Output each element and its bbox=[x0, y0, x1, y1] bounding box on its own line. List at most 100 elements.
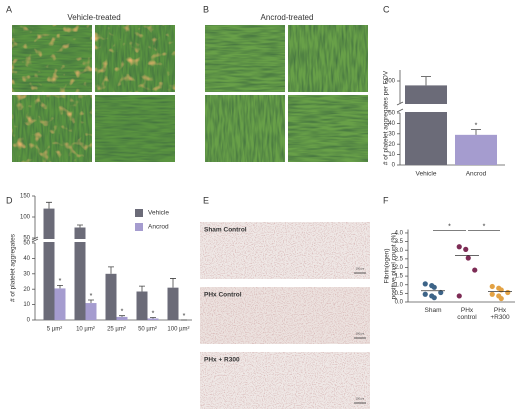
panel-label: A bbox=[6, 4, 12, 14]
dot bbox=[489, 291, 495, 297]
micrographs-b bbox=[205, 25, 368, 162]
dot bbox=[498, 295, 504, 302]
y-tick-label: 4.0 bbox=[395, 231, 404, 237]
significance: * bbox=[448, 223, 451, 230]
legend-label: Ancrod bbox=[148, 224, 169, 231]
y-tick-label: 1.5 bbox=[395, 274, 404, 280]
y-tick-label: 3.5 bbox=[395, 239, 404, 245]
y-tick-label: 2.5 bbox=[395, 256, 404, 262]
legend-swatch bbox=[135, 223, 143, 231]
significance: * bbox=[183, 313, 186, 320]
panel-label: E bbox=[203, 195, 209, 205]
y-tick-label: 20 bbox=[388, 142, 395, 148]
x-tick-label: Ancrod bbox=[466, 171, 487, 178]
bar bbox=[136, 291, 148, 320]
error-bar bbox=[150, 317, 156, 319]
error-bar bbox=[471, 129, 481, 135]
error-bar bbox=[57, 284, 63, 289]
x-tick-label: Sham bbox=[424, 307, 442, 314]
y-tick-label: 50 bbox=[23, 236, 30, 242]
y-axis-title: # of platelet aggregates bbox=[9, 234, 17, 302]
dot bbox=[431, 284, 437, 290]
y-axis-title: # of platelet aggregates per FOV bbox=[382, 70, 390, 166]
significance: * bbox=[121, 309, 124, 316]
dot bbox=[422, 291, 428, 297]
scale-bar-label: 100 µm bbox=[356, 268, 364, 271]
y-tick-label: 0 bbox=[27, 318, 31, 324]
dot bbox=[498, 287, 504, 293]
bar bbox=[54, 288, 66, 320]
y-tick-label: 30 bbox=[23, 271, 30, 277]
legend-label: Vehicle bbox=[148, 210, 169, 217]
y-tick-label: 2.0 bbox=[395, 265, 404, 271]
dot bbox=[431, 295, 437, 301]
y-tick-label: 50 bbox=[388, 111, 395, 117]
error-bar bbox=[108, 266, 114, 274]
bar bbox=[147, 318, 159, 320]
micrographs-a bbox=[12, 25, 175, 162]
dot bbox=[489, 283, 495, 290]
scale-bar-label: 100 µm bbox=[356, 333, 364, 336]
micrographs-e bbox=[200, 222, 370, 409]
x-tick-label: 5 µm² bbox=[47, 327, 62, 333]
y-tick-label: 150 bbox=[20, 194, 31, 200]
error-bar bbox=[421, 76, 431, 86]
y-tick-label: 100 bbox=[20, 215, 31, 221]
significance: * bbox=[90, 293, 93, 300]
x-tick-label: 100 µm² bbox=[167, 327, 189, 333]
y-tick-label: 3.0 bbox=[395, 248, 404, 254]
y-tick-label: 300 bbox=[385, 79, 396, 85]
y-tick-label: 50 bbox=[23, 241, 30, 247]
x-tick-label: 50 µm² bbox=[138, 327, 157, 333]
significance: * bbox=[483, 223, 486, 230]
y-tick-label: 20 bbox=[23, 287, 30, 293]
bar bbox=[405, 85, 447, 165]
y-tick-label: 0.0 bbox=[395, 300, 404, 306]
error-bar bbox=[170, 278, 176, 288]
dot bbox=[456, 293, 462, 299]
x-tick-label: PHx control bbox=[457, 307, 477, 322]
break-mark bbox=[396, 101, 404, 113]
axis-break bbox=[396, 104, 505, 112]
significance: * bbox=[152, 310, 155, 317]
dot bbox=[422, 281, 428, 287]
y-tick-label: 0 bbox=[392, 163, 396, 169]
y-tick-label: 40 bbox=[388, 121, 395, 127]
panel-label: B bbox=[203, 4, 209, 14]
bar bbox=[455, 134, 497, 165]
dot bbox=[463, 246, 469, 252]
axis-break bbox=[31, 239, 192, 242]
significance: * bbox=[59, 278, 62, 285]
dot bbox=[456, 244, 462, 250]
panel-label: C bbox=[383, 4, 390, 14]
bar bbox=[167, 287, 179, 320]
y-tick-label: 30 bbox=[388, 131, 395, 137]
bar bbox=[43, 208, 55, 320]
x-tick-label: 10 µm² bbox=[76, 327, 95, 333]
dot bbox=[505, 289, 511, 296]
error-bar bbox=[46, 201, 52, 209]
panel-label: F bbox=[383, 195, 389, 205]
panel-label: D bbox=[6, 195, 13, 205]
bar bbox=[74, 227, 86, 320]
scale-bar-label: 100 µm bbox=[356, 398, 364, 401]
legend-swatch bbox=[135, 209, 143, 217]
bar bbox=[85, 303, 97, 320]
y-tick-label: 0.5 bbox=[395, 291, 404, 297]
bar bbox=[105, 273, 117, 320]
break-mark bbox=[31, 236, 39, 243]
y-axis-title: Fibrin(ogen) positive pixel count (%) bbox=[383, 232, 398, 300]
x-tick-label: PHx +R300 bbox=[490, 307, 510, 322]
panel-title: Vehicle-treated bbox=[67, 13, 120, 22]
dot bbox=[472, 267, 478, 273]
panel-title: Ancrod-treated bbox=[261, 13, 314, 22]
dot bbox=[465, 255, 471, 261]
bar bbox=[116, 316, 128, 320]
dot bbox=[438, 289, 444, 296]
image-label: Sham Control bbox=[204, 227, 247, 234]
y-tick-label: 1.0 bbox=[395, 282, 404, 288]
error-bar bbox=[139, 285, 145, 292]
error-bar bbox=[77, 224, 83, 228]
image-label: PHx Control bbox=[204, 292, 242, 299]
